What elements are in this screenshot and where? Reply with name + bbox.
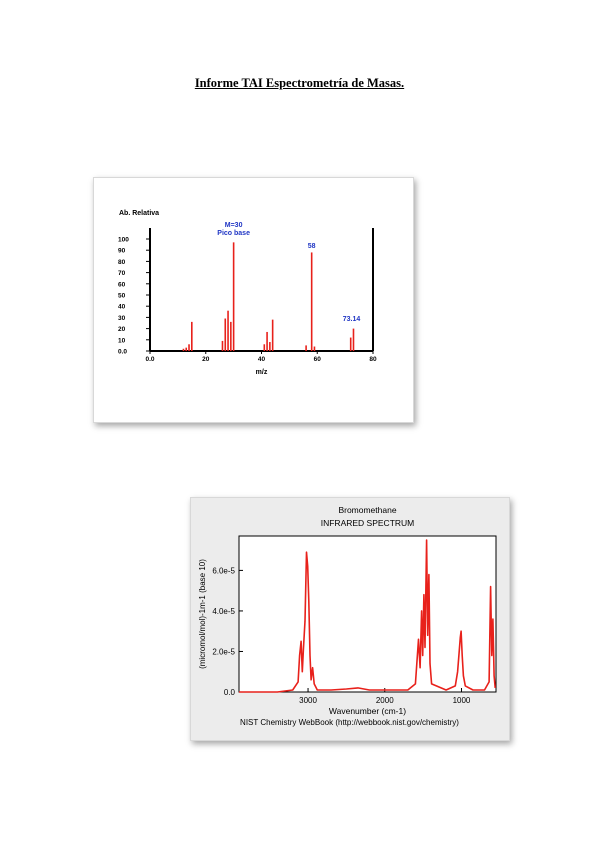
document-title: Informe TAI Espectrometría de Masas. [194, 76, 405, 90]
annotation-base-peak: Pico base [217, 230, 250, 237]
x-tick-label: 80 [369, 356, 377, 363]
y-tick-label: 10 [118, 337, 126, 344]
annotation-peak-58: 58 [308, 243, 316, 250]
y-tick-label: 20 [118, 326, 126, 333]
y-tick-label: 30 [118, 315, 126, 322]
y-tick-label: 6.0e-5 [212, 566, 235, 575]
y-tick-label: 0.0 [224, 688, 236, 697]
x-axis-label: m/z [256, 369, 268, 376]
ir-spectrum-chart: Bromomethane INFRARED SPECTRUM 0.0 2.0e-5 4.… [198, 505, 497, 727]
y-tick-label: 60 [118, 281, 126, 288]
y-tick-label: 2.0e-5 [212, 647, 235, 656]
x-tick-label: 20 [202, 356, 210, 363]
chart-subtitle: INFRARED SPECTRUM [321, 518, 415, 528]
x-tick-label: 1000 [453, 696, 471, 705]
source-caption: NIST Chemistry WebBook (http://webbook.n… [240, 718, 459, 727]
x-tick-label: 60 [314, 356, 322, 363]
y-tick-label: 0.0 [118, 349, 127, 356]
x-tick-label: 0.0 [145, 356, 154, 363]
y-tick-label: 40 [118, 304, 126, 311]
y-tick-label: 50 [118, 293, 126, 300]
plot-area [238, 535, 497, 693]
y-axis-label: Ab. Relativa [119, 210, 159, 217]
x-tick-label: 3000 [299, 696, 317, 705]
x-tick-label: 40 [258, 356, 266, 363]
annotation-peak-73: 73.14 [343, 316, 361, 323]
x-tick-label: 2000 [376, 696, 394, 705]
y-tick-label: 100 [118, 237, 129, 244]
annotation-molecular-ion: M=30 [225, 222, 243, 229]
mass-spectrum-chart: Ab. Relativa m/z 100 90 80 70 60 50 40 30 20 10 0.0 0… [118, 210, 377, 376]
chart-title: Bromomethane [338, 505, 396, 515]
y-tick-label: 4.0e-5 [212, 607, 235, 616]
spectrum-line [239, 539, 496, 693]
y-tick-label: 80 [118, 259, 126, 266]
y-axis-label: (micromol/mol)-1m-1 (base 10) [198, 559, 207, 669]
x-axis-label: Wavenumber (cm-1) [329, 706, 406, 716]
mass-spectrum-figure: Ab. Relativa m/z 100 90 80 70 60 50 40 30 20 10 0.0 0… [93, 177, 414, 423]
ir-spectrum-figure: Bromomethane INFRARED SPECTRUM 0.0 2.0e-5 4.… [190, 497, 510, 741]
y-tick-label: 70 [118, 270, 126, 277]
y-tick-label: 90 [118, 248, 126, 255]
